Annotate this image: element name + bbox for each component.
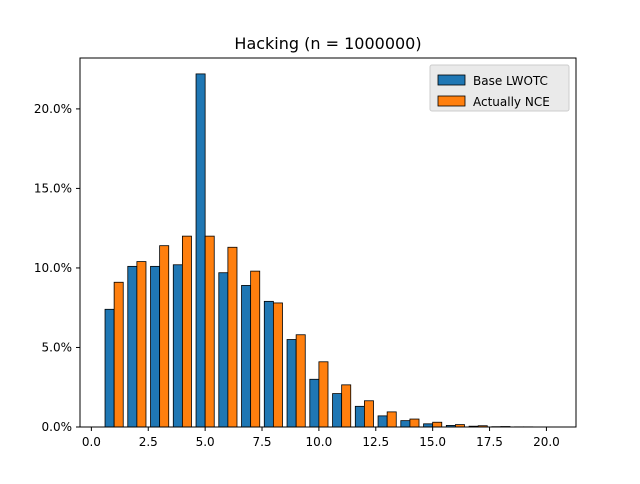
bar-base-lwotc-14 [401, 421, 410, 427]
bar-base-lwotc-9 [287, 340, 296, 427]
bar-base-lwotc-12 [355, 406, 364, 427]
x-tick-label: 12.5 [362, 435, 389, 449]
legend-label-base-lwotc: Base LWOTC [473, 74, 548, 88]
bar-actually-nce-7 [251, 271, 260, 427]
bar-base-lwotc-4 [173, 265, 182, 427]
x-tick-label: 15.0 [419, 435, 446, 449]
y-tick-label: 15.0% [34, 181, 72, 195]
y-tick-label: 0.0% [42, 420, 73, 434]
x-tick-label: 10.0 [306, 435, 333, 449]
bar-actually-nce-3 [160, 246, 169, 427]
bar-actually-nce-11 [342, 385, 351, 427]
bar-base-lwotc-8 [264, 301, 273, 427]
bar-actually-nce-5 [205, 236, 214, 427]
bar-base-lwotc-5 [196, 74, 205, 427]
bar-actually-nce-1 [114, 282, 123, 427]
y-tick-label: 5.0% [42, 340, 73, 354]
bar-actually-nce-6 [228, 247, 237, 427]
chart-title: Hacking (n = 1000000) [234, 34, 421, 53]
bar-base-lwotc-11 [333, 394, 342, 427]
legend-swatch-actually-nce [438, 96, 465, 106]
bar-actually-nce-8 [273, 303, 282, 427]
bar-base-lwotc-13 [378, 416, 387, 427]
bar-base-lwotc-6 [219, 273, 228, 427]
bar-base-lwotc-2 [128, 266, 137, 427]
bar-actually-nce-13 [387, 412, 396, 427]
bar-actually-nce-9 [296, 335, 305, 427]
x-tick-label: 0.0 [82, 435, 101, 449]
bar-actually-nce-4 [182, 236, 191, 427]
x-tick-label: 5.0 [196, 435, 215, 449]
x-tick-label: 7.5 [252, 435, 271, 449]
x-tick-label: 20.0 [533, 435, 560, 449]
bar-actually-nce-15 [433, 422, 442, 427]
bar-base-lwotc-7 [242, 285, 251, 427]
bar-actually-nce-14 [410, 419, 419, 427]
bar-actually-nce-2 [137, 262, 146, 427]
x-tick-label: 17.5 [476, 435, 503, 449]
bar-actually-nce-10 [319, 362, 328, 427]
x-tick-label: 2.5 [139, 435, 158, 449]
legend-label-actually-nce: Actually NCE [473, 95, 550, 109]
bar-base-lwotc-10 [310, 379, 319, 427]
legend: Base LWOTC Actually NCE [430, 65, 569, 111]
bar-actually-nce-12 [364, 401, 373, 427]
bar-base-lwotc-1 [105, 309, 114, 427]
y-tick-label: 10.0% [34, 261, 72, 275]
y-tick-label: 20.0% [34, 102, 72, 116]
bar-base-lwotc-3 [151, 266, 160, 427]
legend-swatch-base-lwotc [438, 75, 465, 85]
